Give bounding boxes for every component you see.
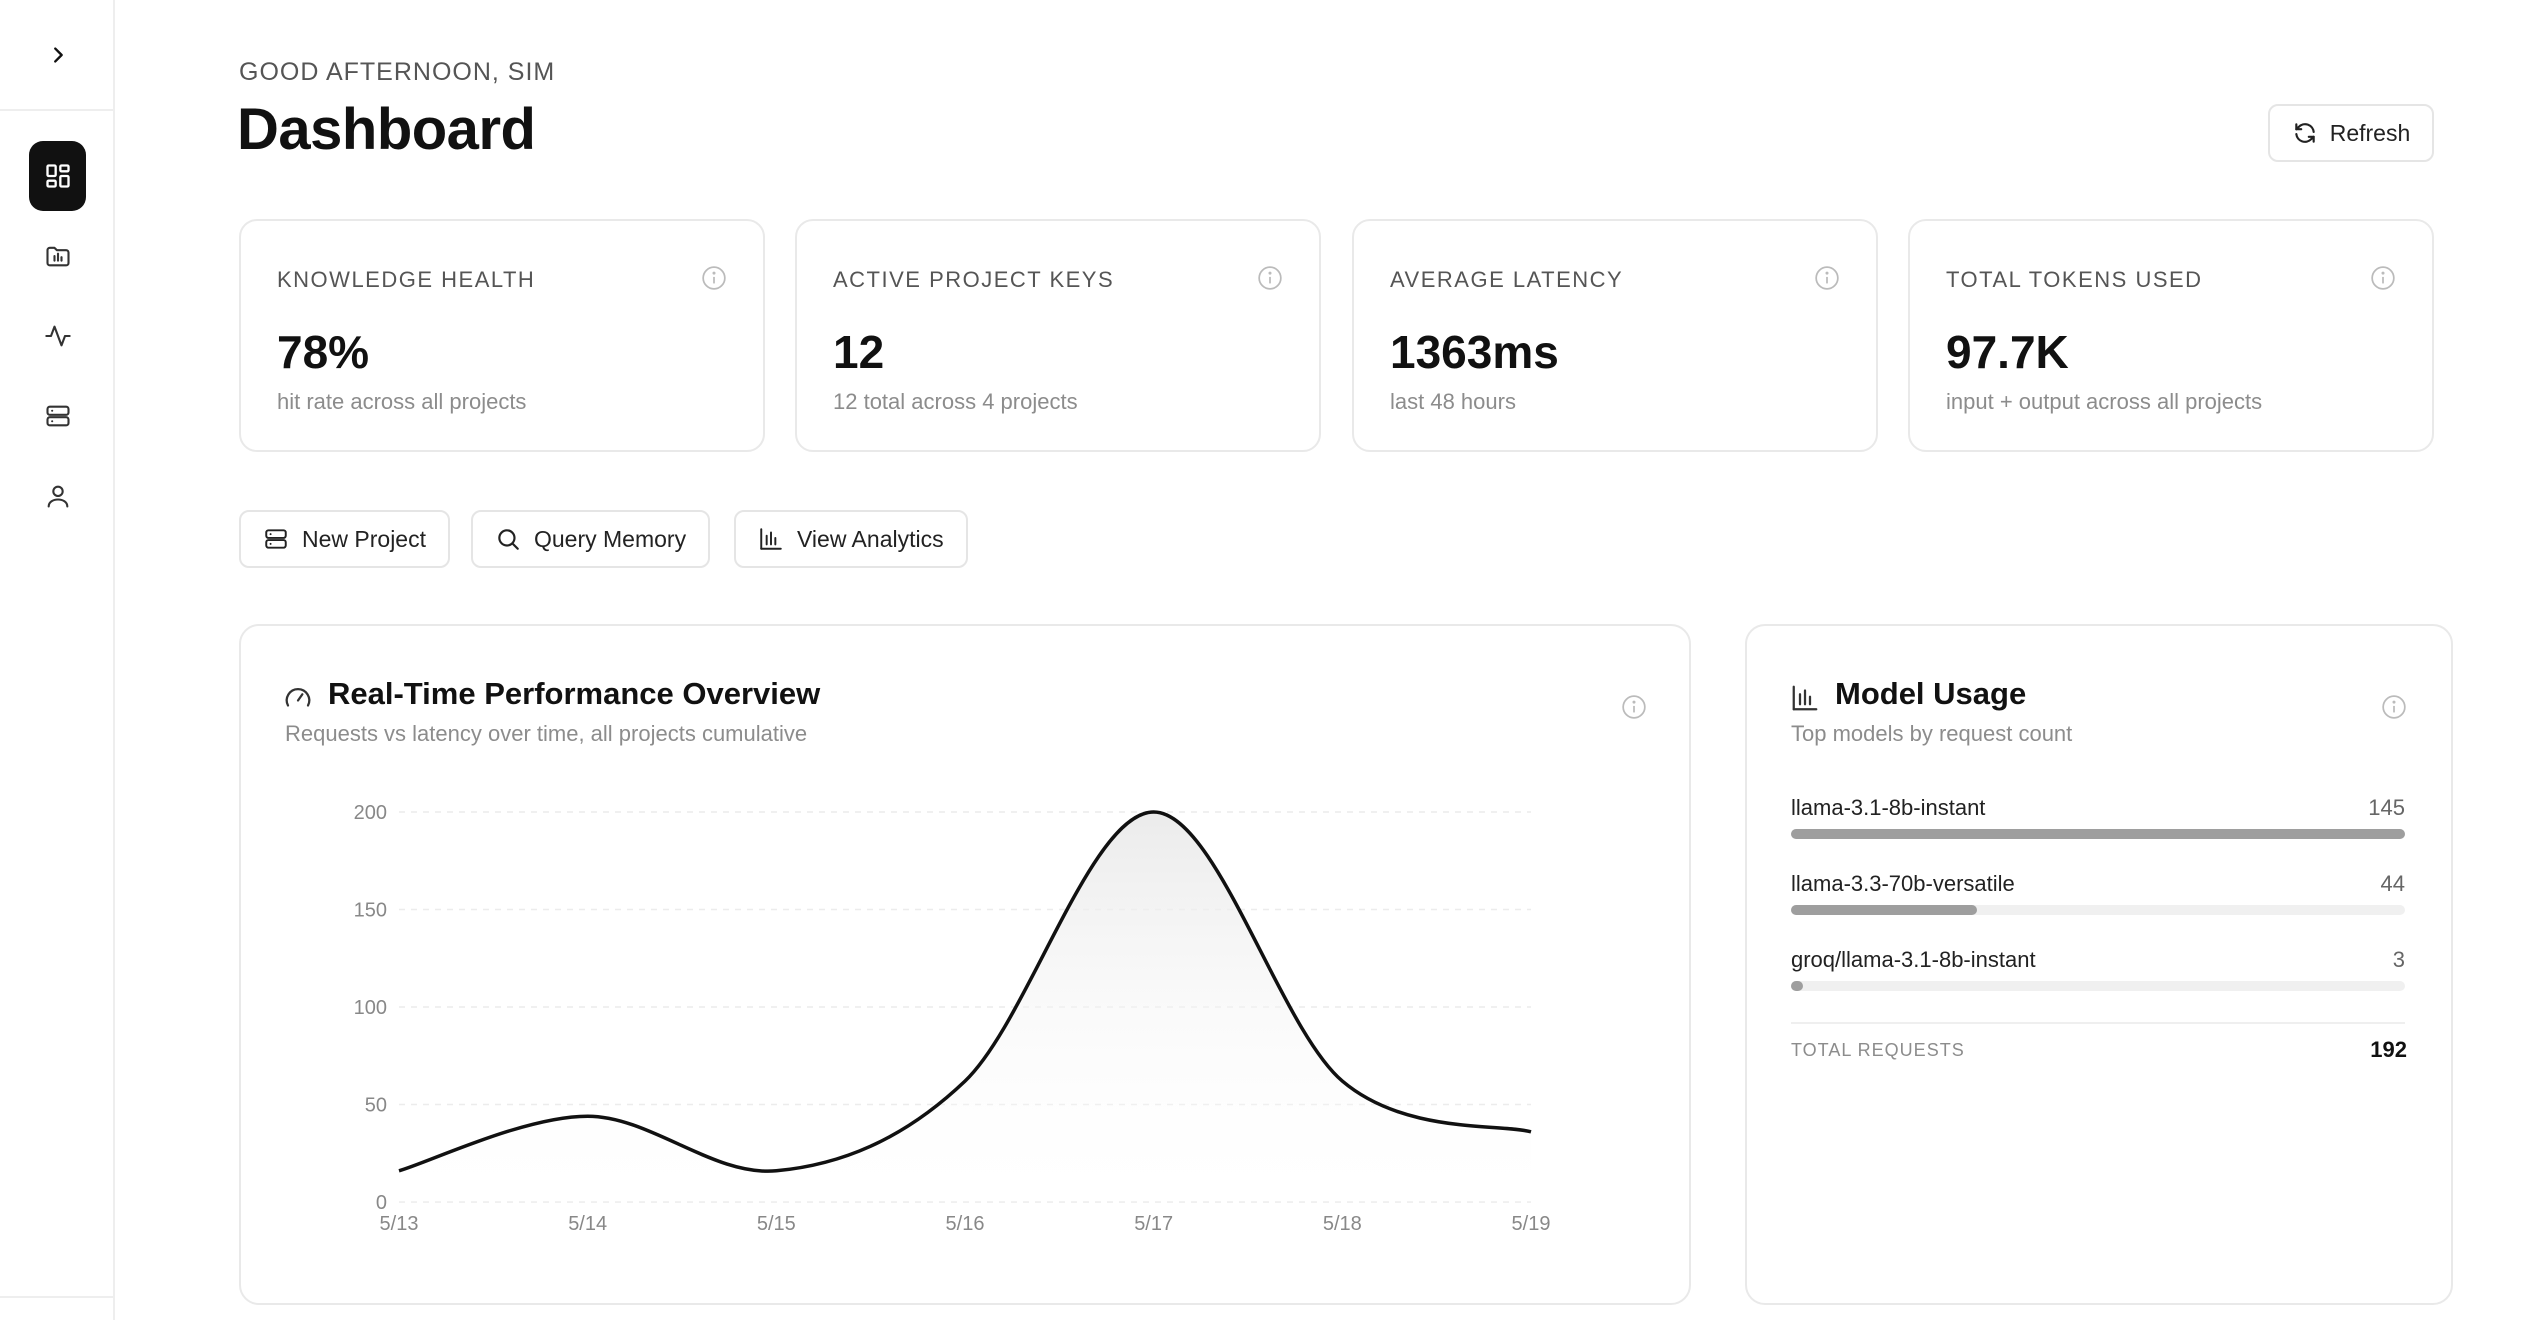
x-tick-label: 5/16 [946, 1213, 985, 1235]
series-area [399, 812, 1531, 1202]
usage-bar-track [1791, 905, 2405, 915]
y-tick-label: 100 [354, 997, 387, 1019]
sidebar-toggle-button[interactable] [0, 0, 115, 111]
info-icon[interactable] [1621, 694, 1647, 720]
refresh-button[interactable]: Refresh [2268, 104, 2434, 162]
stat-value: 78% [277, 326, 370, 378]
model-usage-title: Model Usage [1835, 676, 2027, 711]
stat-card-average-latency: AVERAGE LATENCY 1363ms last 48 hours [1352, 219, 1878, 452]
performance-chart: 0 50 100 150 200 5/13 5/14 5/15 5/16 5/17 5/18 5/19 [354, 802, 1551, 1235]
model-row: groq/llama-3.1-8b-instant 3 [1791, 947, 2405, 1007]
view-analytics-label: View Analytics [797, 525, 944, 552]
sidebar-footer [0, 1296, 115, 1320]
total-requests-value: 192 [2370, 1037, 2407, 1062]
x-tick-label: 5/14 [568, 1213, 607, 1235]
refresh-icon [2294, 123, 2315, 143]
folder-chart-icon [45, 246, 70, 267]
usage-bar-fill [1791, 829, 2405, 839]
x-tick-label: 5/13 [380, 1213, 419, 1235]
new-project-label: New Project [302, 525, 426, 552]
performance-panel: Real-Time Performance Overview Requests … [239, 624, 1691, 1305]
model-count: 3 [2392, 947, 2405, 972]
total-requests-label: TOTAL REQUESTS [1791, 1040, 1965, 1060]
stat-subtext: last 48 hours [1390, 389, 1516, 414]
x-tick-label: 5/17 [1134, 1213, 1173, 1235]
model-usage-panel: Model Usage Top models by request count … [1745, 624, 2453, 1305]
stat-card-total-tokens: TOTAL TOKENS USED 97.7K input + output a… [1908, 219, 2434, 452]
info-icon[interactable] [2370, 265, 2396, 291]
stat-card-knowledge-health: KNOWLEDGE HEALTH 78% hit rate across all… [239, 219, 765, 452]
sidebar [0, 0, 115, 1320]
usage-bar-track [1791, 981, 2405, 991]
activity-pulse-icon [44, 325, 71, 347]
usage-bar-track [1791, 829, 2405, 839]
model-row: llama-3.1-8b-instant 145 [1791, 795, 2405, 855]
divider [1791, 1022, 2405, 1024]
info-icon[interactable] [2381, 694, 2407, 720]
dashboard-grid-icon [45, 164, 70, 188]
stat-label: KNOWLEDGE HEALTH [277, 267, 536, 292]
refresh-label: Refresh [2329, 119, 2411, 146]
x-tick-label: 5/15 [757, 1213, 796, 1235]
model-count: 44 [2380, 871, 2405, 896]
series-line [398, 810, 1532, 1173]
y-tick-label: 50 [365, 1095, 387, 1117]
query-memory-label: Query Memory [534, 525, 687, 552]
bar-chart-icon [1792, 685, 1818, 711]
x-tick-label: 5/18 [1323, 1213, 1362, 1235]
new-project-button[interactable]: New Project [239, 510, 450, 568]
server-icon [45, 405, 70, 427]
model-usage-subtitle: Top models by request count [1791, 721, 2073, 746]
x-tick-label: 5/19 [1512, 1213, 1551, 1235]
performance-title: Real-Time Performance Overview [328, 676, 821, 711]
stat-card-active-project-keys: ACTIVE PROJECT KEYS 12 12 total across 4… [795, 219, 1321, 452]
greeting: GOOD AFTERNOON, SIM [239, 58, 556, 86]
performance-subtitle: Requests vs latency over time, all proje… [285, 721, 808, 746]
usage-bar-fill [1791, 981, 1804, 991]
info-icon[interactable] [1257, 265, 1283, 291]
info-icon[interactable] [701, 265, 727, 291]
stat-value: 1363ms [1390, 326, 1559, 378]
user-icon [47, 485, 68, 508]
stat-subtext: 12 total across 4 projects [833, 389, 1078, 414]
server-icon [265, 529, 287, 549]
usage-bar-fill [1791, 905, 1978, 915]
model-name: llama-3.1-8b-instant [1791, 795, 1986, 820]
gauge-icon [285, 688, 311, 707]
view-analytics-button[interactable]: View Analytics [734, 510, 968, 568]
model-name: groq/llama-3.1-8b-instant [1791, 947, 2036, 972]
info-icon[interactable] [1814, 265, 1840, 291]
stat-subtext: hit rate across all projects [277, 389, 527, 414]
page-title: Dashboard [237, 97, 536, 162]
y-tick-label: 200 [354, 802, 387, 824]
model-row: llama-3.3-70b-versatile 44 [1791, 871, 2405, 931]
model-count: 145 [2368, 795, 2405, 820]
sidebar-item-dashboard[interactable] [29, 141, 86, 211]
stat-label: AVERAGE LATENCY [1390, 267, 1624, 292]
sidebar-item-profile[interactable] [29, 461, 86, 531]
sidebar-item-projects[interactable] [29, 221, 86, 291]
stat-value: 97.7K [1946, 326, 2069, 378]
query-memory-button[interactable]: Query Memory [471, 510, 711, 568]
y-tick-label: 150 [354, 900, 387, 922]
search-icon [498, 529, 519, 550]
bar-chart-icon [760, 528, 782, 550]
stat-label: TOTAL TOKENS USED [1946, 267, 2203, 292]
stat-label: ACTIVE PROJECT KEYS [833, 267, 1115, 292]
model-name: llama-3.3-70b-versatile [1791, 871, 2015, 896]
stat-value: 12 [833, 326, 885, 378]
stat-subtext: input + output across all projects [1946, 389, 2263, 414]
sidebar-item-activity[interactable] [29, 301, 86, 371]
y-tick-label: 0 [376, 1192, 387, 1214]
sidebar-item-storage[interactable] [29, 381, 86, 451]
chevron-right-icon [53, 46, 63, 63]
